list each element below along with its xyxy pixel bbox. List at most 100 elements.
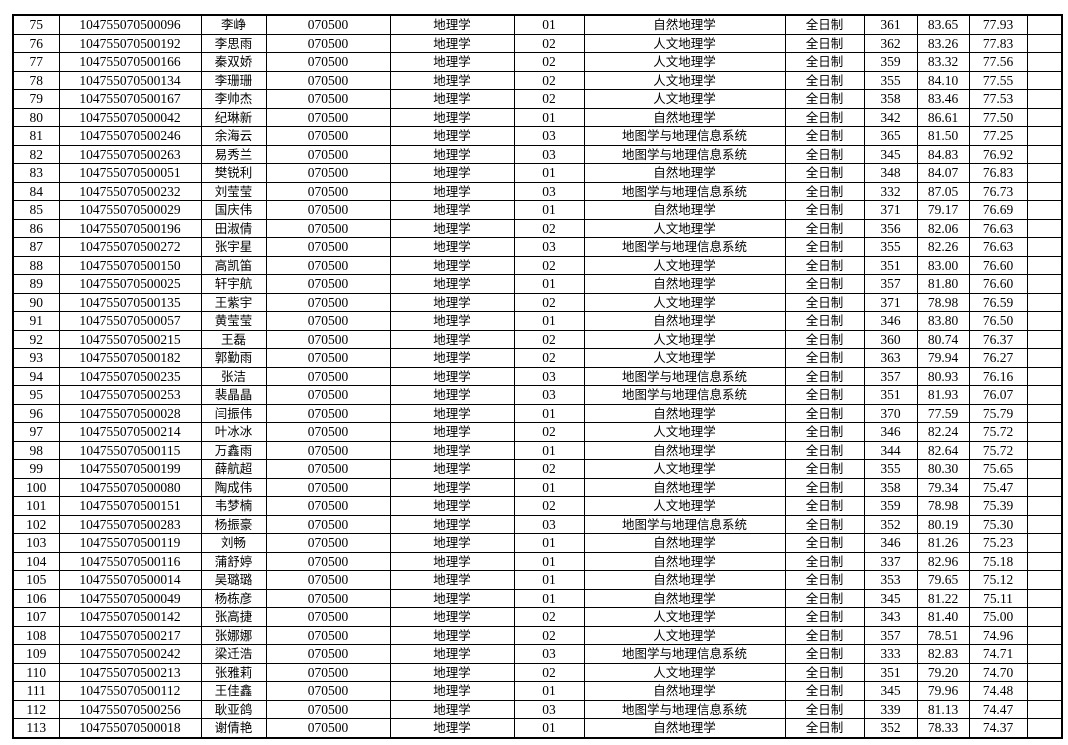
major-name-cell: 地理学 (389, 107, 515, 127)
direction-name-cell: 人文地理学 (583, 329, 786, 349)
name-cell: 国庆伟 (200, 200, 267, 220)
initial-score-cell: 345 (863, 588, 918, 608)
direction-code-cell: 02 (513, 52, 585, 72)
study-mode-cell: 全日制 (784, 459, 865, 479)
table-row: 77 104755070500166 秦双娇 070500 地理学 02 人文地理学 全日制 3… (12, 52, 1063, 72)
exam-id-cell: 104755070500119 (58, 533, 202, 553)
direction-name-cell: 自然地理学 (583, 718, 786, 738)
major-code-cell: 070500 (265, 422, 391, 442)
retest-score-cell: 82.96 (916, 551, 970, 571)
study-mode-cell: 全日制 (784, 200, 865, 220)
total-score-cell: 75.65 (968, 459, 1028, 479)
retest-score-cell: 82.06 (916, 218, 970, 238)
table-row: 80 104755070500042 纪琳新 070500 地理学 01 自然地理学 全日制 3… (12, 107, 1063, 127)
exam-id-cell: 104755070500167 (58, 89, 202, 109)
remark-cell (1026, 14, 1063, 35)
remark-cell (1026, 126, 1063, 146)
name-cell: 耿亚鸽 (200, 699, 267, 719)
retest-score-cell: 83.32 (916, 52, 970, 72)
rank-cell: 101 (12, 496, 60, 516)
direction-code-cell: 02 (513, 329, 585, 349)
major-code-cell: 070500 (265, 403, 391, 423)
initial-score-cell: 343 (863, 607, 918, 627)
retest-score-cell: 84.07 (916, 163, 970, 183)
study-mode-cell: 全日制 (784, 311, 865, 331)
major-name-cell: 地理学 (389, 163, 515, 183)
rank-cell: 96 (12, 403, 60, 423)
remark-cell (1026, 570, 1063, 590)
exam-id-cell: 104755070500150 (58, 255, 202, 275)
direction-name-cell: 人文地理学 (583, 89, 786, 109)
exam-id-cell: 104755070500272 (58, 237, 202, 257)
direction-code-cell: 03 (513, 126, 585, 146)
rank-cell: 85 (12, 200, 60, 220)
study-mode-cell: 全日制 (784, 144, 865, 164)
total-score-cell: 77.53 (968, 89, 1028, 109)
exam-id-cell: 104755070500253 (58, 385, 202, 405)
study-mode-cell: 全日制 (784, 681, 865, 701)
direction-code-cell: 01 (513, 718, 585, 738)
name-cell: 李思雨 (200, 33, 267, 53)
remark-cell (1026, 366, 1063, 386)
table-row: 101 104755070500151 韦梦楠 070500 地理学 02 人文地理学 全日制… (12, 496, 1063, 516)
table-row: 95 104755070500253 裴晶晶 070500 地理学 03 地图学与地理信息系… (12, 385, 1063, 405)
major-name-cell: 地理学 (389, 348, 515, 368)
retest-score-cell: 78.51 (916, 625, 970, 645)
exam-id-cell: 104755070500256 (58, 699, 202, 719)
direction-name-cell: 人文地理学 (583, 422, 786, 442)
direction-code-cell: 02 (513, 459, 585, 479)
retest-score-cell: 81.40 (916, 607, 970, 627)
total-score-cell: 77.25 (968, 126, 1028, 146)
major-name-cell: 地理学 (389, 200, 515, 220)
rank-cell: 91 (12, 311, 60, 331)
retest-score-cell: 81.93 (916, 385, 970, 405)
direction-name-cell: 自然地理学 (583, 311, 786, 331)
major-code-cell: 070500 (265, 699, 391, 719)
initial-score-cell: 337 (863, 551, 918, 571)
remark-cell (1026, 422, 1063, 442)
retest-score-cell: 81.80 (916, 274, 970, 294)
exam-id-cell: 104755070500018 (58, 718, 202, 738)
study-mode-cell: 全日制 (784, 107, 865, 127)
name-cell: 易秀兰 (200, 144, 267, 164)
exam-id-cell: 104755070500116 (58, 551, 202, 571)
direction-code-cell: 02 (513, 607, 585, 627)
direction-code-cell: 03 (513, 237, 585, 257)
initial-score-cell: 348 (863, 163, 918, 183)
direction-code-cell: 01 (513, 14, 585, 35)
direction-code-cell: 01 (513, 533, 585, 553)
rank-cell: 103 (12, 533, 60, 553)
retest-score-cell: 83.00 (916, 255, 970, 275)
exam-id-cell: 104755070500051 (58, 163, 202, 183)
major-code-cell: 070500 (265, 200, 391, 220)
name-cell: 张洁 (200, 366, 267, 386)
major-name-cell: 地理学 (389, 440, 515, 460)
total-score-cell: 76.63 (968, 237, 1028, 257)
table-row: 88 104755070500150 高凯笛 070500 地理学 02 人文地理学 全日制 3… (12, 255, 1063, 275)
remark-cell (1026, 440, 1063, 460)
remark-cell (1026, 70, 1063, 90)
major-name-cell: 地理学 (389, 625, 515, 645)
major-code-cell: 070500 (265, 570, 391, 590)
table-row: 89 104755070500025 轩宇航 070500 地理学 01 自然地理学 全日制 3… (12, 274, 1063, 294)
rank-cell: 102 (12, 514, 60, 534)
total-score-cell: 74.37 (968, 718, 1028, 738)
direction-code-cell: 03 (513, 385, 585, 405)
rank-cell: 111 (12, 681, 60, 701)
direction-name-cell: 自然地理学 (583, 551, 786, 571)
major-name-cell: 地理学 (389, 385, 515, 405)
rank-cell: 104 (12, 551, 60, 571)
study-mode-cell: 全日制 (784, 366, 865, 386)
direction-code-cell: 02 (513, 70, 585, 90)
exam-id-cell: 104755070500283 (58, 514, 202, 534)
name-cell: 纪琳新 (200, 107, 267, 127)
initial-score-cell: 346 (863, 311, 918, 331)
table-row: 108 104755070500217 张娜娜 070500 地理学 02 人文地理学 全日制… (12, 625, 1063, 645)
remark-cell (1026, 237, 1063, 257)
name-cell: 黄莹莹 (200, 311, 267, 331)
initial-score-cell: 344 (863, 440, 918, 460)
direction-code-cell: 01 (513, 551, 585, 571)
table-row: 86 104755070500196 田淑倩 070500 地理学 02 人文地理学 全日制 3… (12, 218, 1063, 238)
exam-id-cell: 104755070500199 (58, 459, 202, 479)
remark-cell (1026, 644, 1063, 664)
